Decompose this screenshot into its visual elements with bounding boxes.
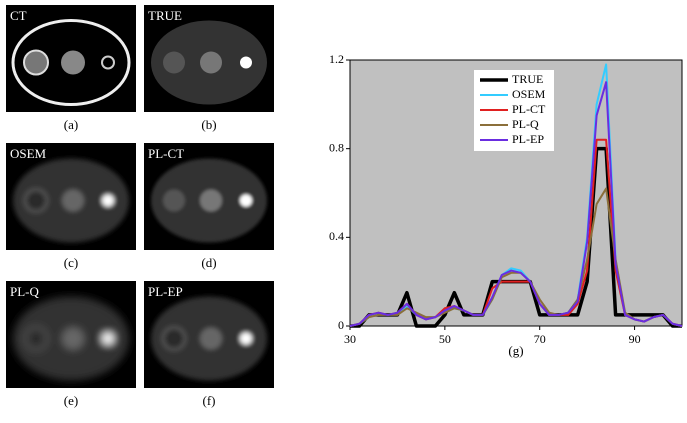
panel-caption: (c): [64, 255, 78, 270]
insert: [23, 49, 49, 76]
image-content: [13, 158, 129, 243]
legend-label: TRUE: [512, 72, 543, 86]
hot-spot: [240, 332, 252, 345]
hot-spot-core: [243, 59, 249, 66]
hot-spot: [102, 194, 114, 207]
legend-label: PL-EP: [512, 132, 544, 146]
y-tick-label: 0.4: [329, 229, 344, 243]
warm-spot: [62, 189, 84, 212]
y-tick-label: 0: [338, 318, 344, 332]
warm-spot: [200, 189, 222, 212]
body-outline: [11, 19, 131, 106]
cold-spot: [23, 188, 49, 213]
panel-caption: (f): [203, 393, 216, 408]
insert: [101, 55, 115, 70]
cold-spot: [161, 326, 187, 351]
warm-spot: [200, 327, 222, 350]
panel-label: TRUE: [148, 8, 182, 23]
image-panel: TRUE (b): [144, 5, 274, 132]
image-panel: PL-EP (f): [144, 281, 274, 408]
hot-spot: [102, 332, 114, 345]
panel-caption: (b): [201, 117, 216, 132]
image-panel: CT (a): [6, 5, 136, 132]
series-line: [349, 81, 683, 327]
legend-label: PL-Q: [512, 117, 539, 131]
legend-label: OSEM: [512, 87, 546, 101]
panel-label: PL-Q: [10, 284, 40, 299]
panel-caption: (d): [201, 255, 216, 270]
image-panel: OSEM (c): [6, 143, 136, 270]
panel-label: CT: [10, 8, 27, 23]
hot-spot: [240, 194, 252, 207]
panel-caption: (e): [64, 393, 78, 408]
chart-caption: (g): [508, 343, 523, 358]
warm-spot: [62, 327, 84, 350]
x-tick-label: 70: [534, 332, 546, 346]
cold-spot: [23, 326, 49, 351]
y-tick-label: 0.8: [329, 140, 344, 154]
panel-label: OSEM: [10, 146, 47, 161]
image-content: [151, 296, 267, 381]
panel-caption: (a): [64, 117, 78, 132]
cold-spot: [163, 189, 185, 212]
cold-spot: [163, 51, 185, 74]
series-line: [349, 187, 683, 327]
image-content: [13, 296, 129, 381]
y-tick-label: 1.2: [329, 52, 344, 66]
insert: [61, 50, 85, 75]
x-tick-label: 90: [629, 332, 641, 346]
image-panel: PL-CT (d): [144, 143, 274, 270]
warm-spot: [200, 51, 222, 74]
x-tick-label: 50: [439, 332, 451, 346]
image-content: [151, 20, 267, 105]
image-content: [151, 158, 267, 243]
legend-label: PL-CT: [512, 102, 546, 116]
image-panel: PL-Q (e): [6, 281, 136, 408]
panel-label: PL-CT: [148, 146, 184, 161]
panel-label: PL-EP: [148, 284, 183, 299]
x-tick-label: 30: [344, 332, 356, 346]
